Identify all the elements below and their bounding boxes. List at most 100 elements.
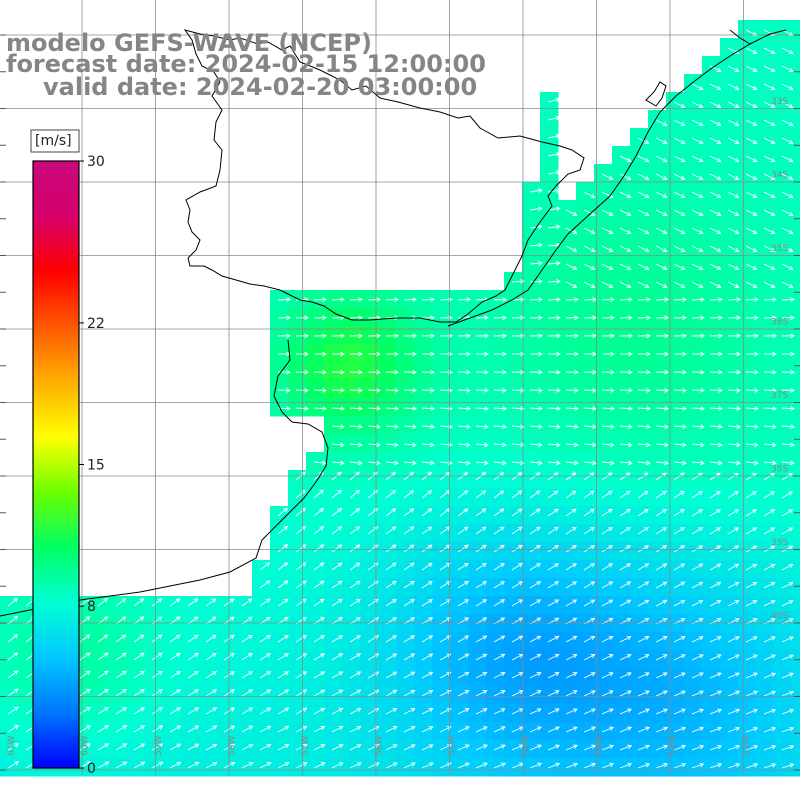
- wind-arrow-head: [500, 653, 506, 658]
- wind-arrow-head: [85, 634, 91, 639]
- wind-arrow-head: [355, 562, 361, 567]
- wind-arrow-head: [682, 460, 687, 466]
- wind-arrow-head: [753, 708, 759, 713]
- wind-arrow-head: [247, 616, 253, 622]
- wind-arrow-head: [734, 193, 740, 199]
- field-cell: [504, 308, 523, 327]
- wind-arrow: [349, 490, 360, 499]
- wind-arrow: [475, 690, 487, 697]
- wind-arrow-head: [680, 265, 686, 271]
- wind-arrow: [457, 443, 470, 446]
- wind-arrow-head: [716, 654, 722, 659]
- wind-arrow-head: [482, 617, 488, 622]
- wind-arrow-head: [356, 689, 362, 694]
- field-cell: [324, 290, 343, 309]
- wind-arrow-head: [790, 442, 795, 448]
- wind-arrow-head: [554, 599, 560, 604]
- wind-arrow: [601, 389, 615, 391]
- wind-arrow-head: [104, 761, 110, 766]
- wind-arrow-head: [304, 406, 309, 411]
- wind-arrow-head: [574, 351, 579, 357]
- wind-arrow-head: [499, 472, 505, 477]
- wind-arrow-head: [538, 351, 543, 357]
- field-cell: [288, 380, 307, 399]
- field-cell: [684, 182, 703, 201]
- wind-arrow-head: [790, 333, 795, 339]
- field-cell: [486, 398, 505, 417]
- wind-arrow-head: [286, 333, 291, 339]
- wind-arrow-head: [140, 707, 145, 712]
- wind-arrow-head: [211, 616, 217, 621]
- wind-arrow: [619, 227, 631, 234]
- wind-arrow-head: [520, 442, 525, 448]
- field-cell: [594, 218, 613, 237]
- wind-arrow-head: [410, 707, 416, 713]
- wind-arrow: [673, 636, 685, 643]
- field-cell: [540, 254, 559, 273]
- field-cell: [594, 416, 613, 435]
- wind-arrow-head: [592, 388, 597, 393]
- wind-arrow: [781, 763, 794, 769]
- wind-arrow-head: [572, 581, 578, 586]
- wind-arrow: [115, 652, 127, 661]
- wind-arrow: [151, 761, 163, 769]
- wind-arrow: [727, 745, 740, 751]
- wind-arrow-head: [85, 688, 91, 694]
- field-cell: [450, 452, 469, 471]
- field-cell: [576, 362, 595, 381]
- wind-arrow-head: [716, 229, 722, 235]
- field-cell: [486, 308, 505, 327]
- wind-arrow: [493, 635, 505, 643]
- field-cell: [522, 398, 541, 417]
- field-cell: [576, 182, 595, 201]
- wind-arrow: [691, 155, 703, 162]
- wind-arrow: [475, 672, 487, 679]
- wind-arrow-head: [770, 265, 776, 271]
- wind-arrow: [583, 298, 597, 301]
- field-cell: [720, 272, 739, 291]
- map-title-model: modelo GEFS-WAVE (NCEP): [6, 29, 372, 57]
- wind-arrow: [727, 672, 740, 679]
- field-cell: [486, 380, 505, 399]
- wind-arrow: [313, 689, 325, 697]
- wind-arrow: [493, 563, 505, 571]
- wind-arrow-head: [608, 599, 614, 604]
- field-cell: [594, 434, 613, 453]
- wind-arrow: [763, 425, 777, 428]
- wind-arrow: [781, 564, 793, 571]
- wind-arrow-head: [788, 563, 794, 568]
- wind-arrow: [691, 191, 703, 198]
- wind-arrow: [385, 526, 396, 535]
- wind-arrow-head: [481, 490, 487, 495]
- field-cell: [414, 326, 433, 345]
- lat-label: 39S: [771, 538, 788, 548]
- wind-arrow-head: [427, 508, 433, 513]
- wind-arrow: [709, 389, 723, 391]
- field-cell: [558, 290, 577, 309]
- wind-arrow: [187, 707, 199, 715]
- wind-arrow: [385, 298, 399, 301]
- wind-arrow: [133, 634, 145, 643]
- wind-arrow-head: [734, 139, 740, 145]
- wind-arrow-head: [466, 406, 471, 411]
- field-cell: [486, 434, 505, 453]
- wind-arrow-head: [355, 489, 361, 495]
- wind-arrow: [529, 726, 542, 733]
- wind-arrow: [349, 635, 361, 643]
- wind-arrow: [457, 389, 471, 391]
- wind-arrow: [673, 227, 685, 234]
- field-cell: [684, 452, 703, 471]
- lat-label: 38S: [771, 465, 788, 475]
- wind-arrow: [655, 209, 667, 216]
- wind-arrow: [7, 743, 19, 751]
- wind-arrow-head: [553, 490, 559, 495]
- wind-arrow-head: [699, 762, 705, 768]
- wind-arrow-head: [304, 388, 309, 393]
- wind-arrow-head: [502, 369, 507, 375]
- wind-arrow: [547, 189, 560, 193]
- wind-arrow-head: [394, 333, 399, 339]
- wind-arrow-head: [501, 762, 506, 767]
- field-cell: [792, 110, 800, 129]
- wind-arrow-head: [392, 598, 397, 604]
